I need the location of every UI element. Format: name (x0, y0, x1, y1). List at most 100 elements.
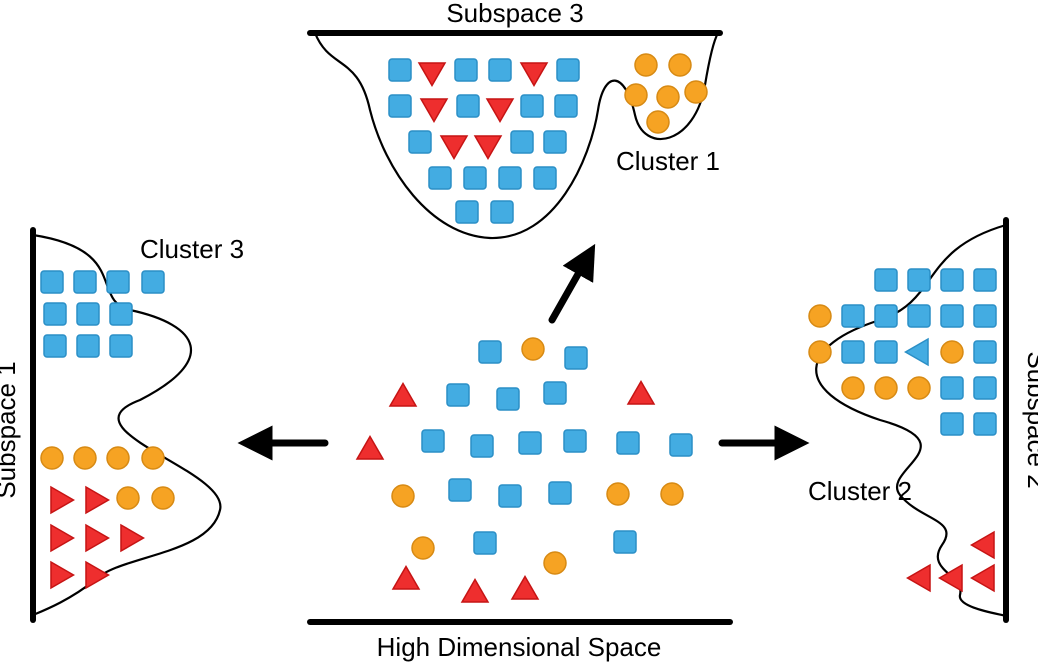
marker-square (449, 479, 471, 501)
marker-circle (941, 341, 963, 363)
marker-circle (661, 483, 683, 505)
marker-square (44, 303, 66, 325)
marker-square (941, 305, 963, 327)
marker-circle (544, 552, 566, 574)
marker-circle (392, 485, 414, 507)
marker-square (549, 482, 571, 504)
marker-square (875, 341, 897, 363)
marker-square (614, 531, 636, 553)
marker-triangle-down (419, 63, 445, 86)
marker-square (511, 131, 533, 153)
marker-triangle-left (907, 565, 930, 591)
marker-circle (107, 447, 129, 469)
marker-circle (412, 537, 434, 559)
marker-circle (74, 447, 96, 469)
marker-circle (875, 377, 897, 399)
marker-circle (842, 377, 864, 399)
marker-circle (607, 483, 629, 505)
marker-square (564, 430, 586, 452)
marker-square (617, 432, 639, 454)
marker-square (941, 269, 963, 291)
marker-triangle-right (86, 487, 109, 513)
marker-square (107, 271, 129, 293)
marker-square (941, 413, 963, 435)
marker-triangle-left (971, 532, 994, 558)
marker-square (908, 305, 930, 327)
marker-square (974, 305, 996, 327)
marker-square (409, 131, 431, 153)
label-cluster2: Cluster 2 (808, 476, 912, 506)
subspace2-points (809, 269, 996, 591)
marker-square (974, 269, 996, 291)
marker-circle (908, 377, 930, 399)
marker-triangle-down (421, 99, 447, 122)
marker-square (77, 303, 99, 325)
marker-square (974, 341, 996, 363)
marker-triangle-down (487, 99, 513, 122)
marker-square (670, 434, 692, 456)
label-subspace1: Subspace 1 (0, 361, 21, 498)
marker-square (974, 377, 996, 399)
marker-square (44, 335, 66, 357)
marker-circle (685, 81, 707, 103)
marker-triangle-right (51, 562, 74, 588)
marker-square (74, 271, 96, 293)
marker-circle (809, 341, 831, 363)
marker-square (429, 167, 451, 189)
marker-triangle (357, 436, 383, 459)
marker-square (842, 341, 864, 363)
marker-square (519, 432, 541, 454)
marker-triangle-right (121, 525, 144, 551)
marker-square (557, 59, 579, 81)
marker-circle (669, 54, 691, 76)
marker-circle (647, 111, 669, 133)
marker-circle (809, 305, 831, 327)
marker-square (544, 382, 566, 404)
marker-square (941, 377, 963, 399)
marker-square (499, 485, 521, 507)
marker-square (479, 341, 501, 363)
marker-triangle (390, 383, 416, 406)
marker-square (499, 167, 521, 189)
marker-square (875, 305, 897, 327)
label-cluster3: Cluster 3 (140, 234, 244, 264)
marker-circle (152, 487, 174, 509)
marker-square (447, 384, 469, 406)
marker-triangle (393, 566, 419, 589)
marker-square (974, 413, 996, 435)
marker-square (77, 335, 99, 357)
marker-circle (522, 338, 544, 360)
marker-square (565, 347, 587, 369)
marker-square (491, 201, 513, 223)
marker-triangle (628, 381, 654, 404)
marker-square (908, 269, 930, 291)
marker-square (471, 435, 493, 457)
label-cluster1: Cluster 1 (616, 146, 720, 176)
marker-square (842, 305, 864, 327)
marker-triangle-left (971, 565, 994, 591)
marker-square (41, 271, 63, 293)
marker-circle (657, 86, 679, 108)
label-subspace2: Subspace 2 (1022, 351, 1038, 488)
marker-triangle-down (475, 136, 501, 159)
label-high-dimensional-space: High Dimensional Space (377, 632, 662, 662)
marker-triangle-right (86, 525, 109, 551)
marker-square (110, 335, 132, 357)
marker-square (110, 303, 132, 325)
marker-square (456, 201, 478, 223)
marker-square (142, 271, 164, 293)
marker-square (455, 59, 477, 81)
marker-square (389, 59, 411, 81)
marker-square (521, 95, 543, 117)
marker-triangle (512, 576, 538, 599)
arrow-up (552, 253, 590, 320)
marker-circle (41, 447, 63, 469)
marker-square (544, 131, 566, 153)
marker-triangle-right (51, 525, 74, 551)
marker-square (474, 532, 496, 554)
marker-triangle-down (521, 63, 547, 86)
marker-circle (635, 54, 657, 76)
marker-square (489, 59, 511, 81)
marker-square (422, 430, 444, 452)
marker-triangle (462, 579, 488, 602)
